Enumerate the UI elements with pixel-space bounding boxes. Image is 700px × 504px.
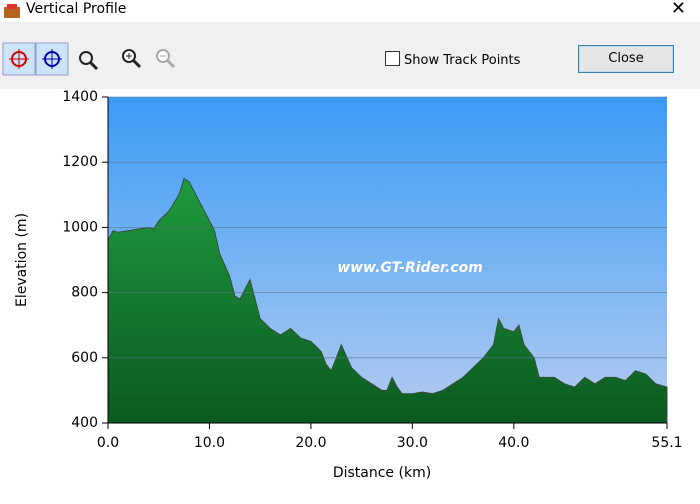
y-tick-label: 800	[71, 285, 98, 301]
tool-zoom-in[interactable]	[122, 49, 142, 69]
y-tick-label: 600	[71, 350, 98, 366]
y-tick-label: 1200	[62, 154, 98, 170]
window-title: Vertical Profile	[26, 1, 127, 17]
show-track-points[interactable]: Show Track Points	[385, 51, 520, 68]
tool-zoom-out[interactable]	[156, 49, 176, 69]
y-tick-label: 1400	[62, 89, 98, 105]
watermark: www.GT-Rider.com	[337, 260, 483, 276]
x-tick-label: 40.0	[498, 435, 529, 451]
chart: Elevation (m) Distance (km) 400 600 800 100…	[0, 89, 700, 504]
window-close[interactable]: ✕	[670, 0, 686, 19]
tool-zoom-area[interactable]	[79, 51, 99, 71]
x-tick-label: 30.0	[397, 435, 428, 451]
app-icon	[4, 4, 20, 18]
x-tick-label: 10.0	[194, 435, 225, 451]
y-axis-label: Elevation (m)	[14, 213, 30, 307]
elevation-area	[107, 177, 668, 424]
x-axis-label: Distance (km)	[333, 465, 431, 481]
x-tick-label: 55.1	[651, 435, 682, 451]
close-button[interactable]: Close	[578, 45, 674, 73]
title-bar: Vertical Profile ✕	[0, 0, 700, 22]
checkbox-label: Show Track Points	[404, 53, 521, 68]
x-tick-label: 20.0	[295, 435, 326, 451]
y-tick-label: 1000	[62, 219, 98, 235]
toolbar-icons	[2, 42, 176, 76]
y-tick-label: 400	[71, 415, 98, 431]
x-tick-label: 0.0	[97, 435, 119, 451]
